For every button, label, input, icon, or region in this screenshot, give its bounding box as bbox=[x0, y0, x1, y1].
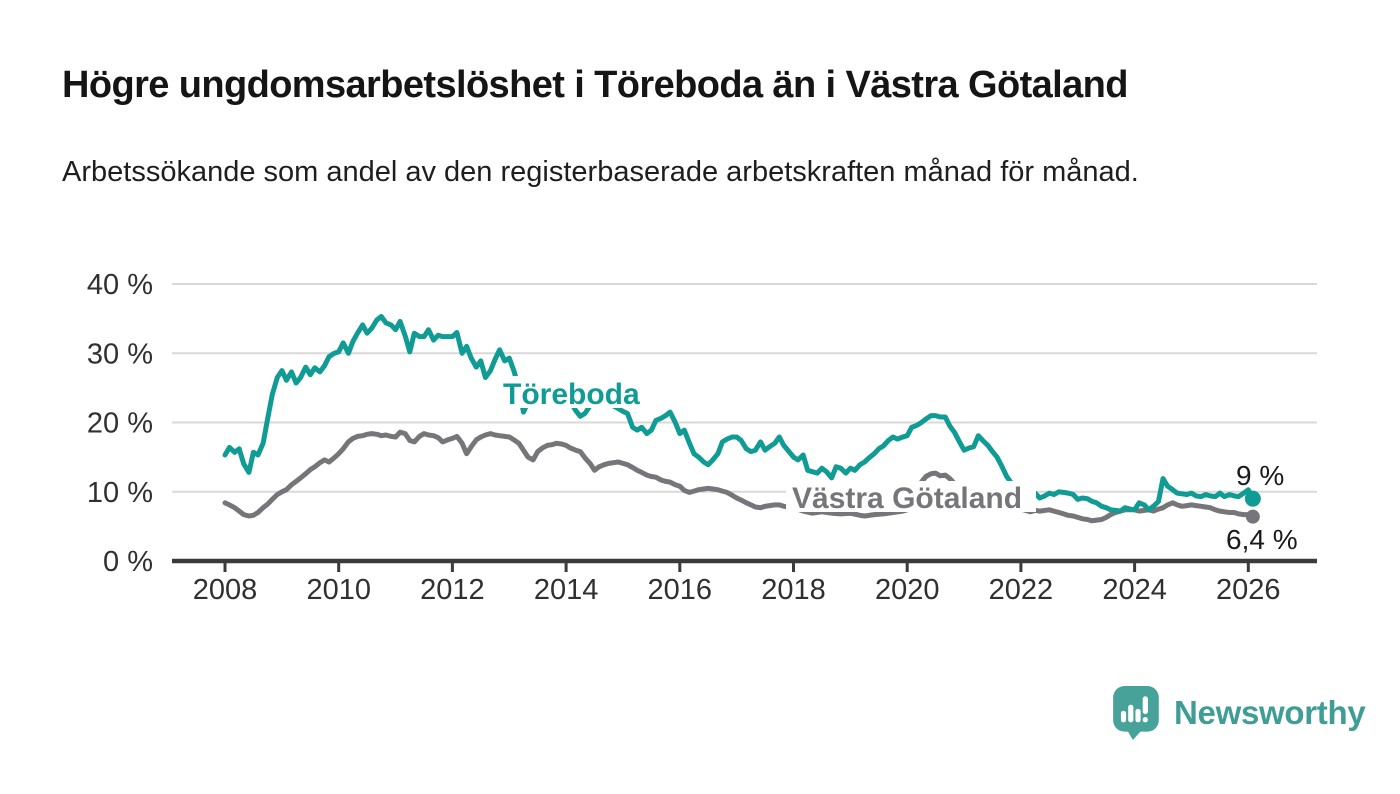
series-line-vastra-gotaland bbox=[222, 429, 1256, 524]
x-axis-label: 2014 bbox=[534, 574, 599, 606]
newsworthy-logo-text: Newsworthy bbox=[1174, 694, 1366, 731]
x-axis-label: 2008 bbox=[193, 574, 258, 606]
series-end-value-label-vastra-gotaland: 6,4 % bbox=[1226, 524, 1298, 555]
series-end-value-label-toreboda: 9 % bbox=[1236, 460, 1284, 491]
x-axis-label: 2010 bbox=[306, 574, 371, 606]
x-axis-label: 2026 bbox=[1216, 574, 1281, 606]
x-axis-label: 2018 bbox=[761, 574, 826, 606]
x-axis-label: 2012 bbox=[420, 574, 485, 606]
x-axis-label: 2022 bbox=[989, 574, 1054, 606]
chart-subtitle: Arbetssökande som andel av den registerb… bbox=[62, 156, 1139, 188]
y-axis-label: 40 % bbox=[87, 269, 153, 301]
newsworthy-logo-icon bbox=[1113, 686, 1159, 740]
series-label-halo-vastra-gotaland bbox=[786, 481, 1036, 512]
y-axis-label: 10 % bbox=[87, 477, 153, 509]
y-axis-label: 20 % bbox=[87, 408, 153, 440]
series-endpoint-dot-toreboda bbox=[1244, 490, 1261, 507]
x-axis-label: 2020 bbox=[875, 574, 940, 606]
series-line-toreboda bbox=[222, 314, 1256, 514]
x-axis-label: 2024 bbox=[1102, 574, 1167, 606]
series-label-vastra-gotaland: Västra Götaland bbox=[792, 482, 1022, 515]
series-label-toreboda: Töreboda bbox=[503, 378, 640, 411]
x-axis-label: 2016 bbox=[648, 574, 713, 606]
y-axis-label: 0 % bbox=[103, 546, 153, 578]
series-endpoint-dot-vastra-gotaland bbox=[1245, 509, 1260, 524]
y-axis-label: 30 % bbox=[87, 338, 153, 370]
newsworthy-logo: Newsworthy bbox=[1112, 685, 1366, 741]
page-title: Högre ungdomsarbetslöshet i Töreboda än … bbox=[62, 64, 1128, 106]
series-label-halo-toreboda bbox=[497, 376, 645, 408]
